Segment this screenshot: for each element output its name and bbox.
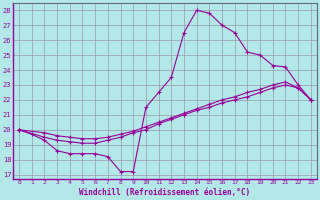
X-axis label: Windchill (Refroidissement éolien,°C): Windchill (Refroidissement éolien,°C) (79, 188, 251, 197)
